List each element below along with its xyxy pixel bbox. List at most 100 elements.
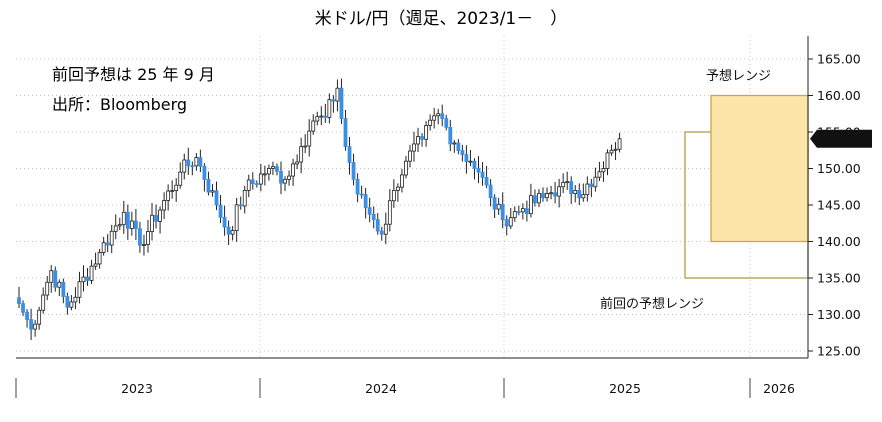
candle (492, 194, 497, 218)
candle-body-down (17, 297, 21, 304)
candle-body-down (202, 165, 207, 180)
candle-body-up (194, 157, 199, 167)
candle (545, 187, 549, 202)
y-tick-label: 165.00 (817, 52, 861, 67)
candle-body-up (210, 190, 215, 193)
candle (45, 275, 50, 301)
candle (37, 306, 42, 330)
y-tick-label: 160.00 (817, 88, 861, 103)
candle-body-up (412, 143, 416, 152)
y-tick-label: 135.00 (817, 271, 861, 286)
candle (456, 139, 461, 155)
candle (508, 208, 513, 230)
candle (343, 110, 348, 151)
candle-body-up (508, 217, 513, 227)
candle (162, 192, 167, 220)
candle-body-up (424, 125, 429, 140)
candle-body-up (97, 252, 102, 265)
candle (271, 161, 275, 176)
candle-body-up (41, 294, 46, 311)
candle-body-up (113, 225, 118, 232)
candle-body-down (125, 211, 130, 229)
candle-body-up (468, 160, 473, 163)
candle-body-up (545, 193, 549, 199)
candle (250, 172, 255, 190)
candle (61, 278, 66, 304)
candle (202, 163, 207, 192)
candle-body-up (512, 211, 517, 219)
candle-body-down (480, 171, 485, 178)
candle-body-up (230, 230, 235, 235)
candle (424, 121, 429, 147)
candle (121, 200, 126, 234)
candle (89, 259, 94, 285)
candle-body-up (33, 323, 38, 330)
candle-body-up (400, 174, 404, 188)
candle (133, 208, 138, 241)
x-axis: 2023 2024 2025 2026 (15, 378, 795, 398)
candle-body-up (267, 168, 271, 175)
candle (166, 184, 171, 211)
candle (581, 183, 586, 202)
candle (262, 165, 267, 186)
candle (105, 234, 110, 253)
candle (387, 189, 392, 232)
candle (57, 279, 62, 297)
candle (541, 187, 545, 202)
candle (206, 171, 211, 196)
candle-body-up (303, 145, 308, 148)
candle (529, 183, 533, 218)
candle-body-down (29, 319, 33, 330)
candle-body-down (504, 219, 509, 227)
candle (150, 202, 154, 241)
candle-body-down (367, 207, 372, 215)
candle-body-up (549, 192, 553, 195)
y-axis-ticks: 125.00130.00135.00140.00145.00150.00155.… (808, 52, 861, 359)
candle (347, 136, 352, 175)
candle-body-up (387, 200, 392, 225)
candle (561, 173, 566, 194)
candle (379, 226, 384, 241)
candle (605, 149, 610, 176)
candle-body-down (331, 99, 336, 102)
candle-body-up (291, 163, 295, 177)
candle (436, 108, 441, 125)
candle (460, 144, 465, 162)
candle (504, 215, 509, 236)
candle (109, 224, 114, 254)
candle-body-up (537, 192, 541, 204)
y-tick-label: 125.00 (817, 344, 861, 359)
candle (194, 153, 199, 171)
candle-body-down (53, 270, 58, 288)
y-tick-label: 130.00 (817, 307, 861, 322)
candle-body-down (541, 192, 545, 199)
candle-body-up (45, 281, 50, 296)
candle-body-down (420, 136, 424, 140)
candle (97, 248, 102, 269)
candle-body-up (557, 186, 562, 197)
candle-body-up (262, 173, 267, 176)
candle (335, 79, 340, 112)
candle-body-up (117, 224, 122, 227)
candle-body-down (444, 118, 449, 128)
candle (138, 221, 142, 253)
candle-body-up (416, 136, 420, 145)
candle (585, 176, 590, 202)
candle-body-down (488, 184, 493, 199)
candle (25, 309, 29, 328)
forecast-range-label: 予想レンジ (706, 68, 771, 84)
candle-body-down (569, 181, 574, 195)
candle-body-down (323, 115, 328, 118)
candle (476, 156, 481, 184)
candle (242, 185, 247, 214)
candle-body-up (162, 200, 167, 211)
candle-body-down (359, 193, 364, 196)
candle-body-down (460, 150, 465, 155)
candle (142, 234, 146, 256)
candle (520, 203, 525, 220)
y-tick-label: 145.00 (817, 198, 861, 213)
candle-body-up (109, 230, 114, 246)
candle-body-up (581, 194, 586, 199)
candle (101, 236, 106, 256)
